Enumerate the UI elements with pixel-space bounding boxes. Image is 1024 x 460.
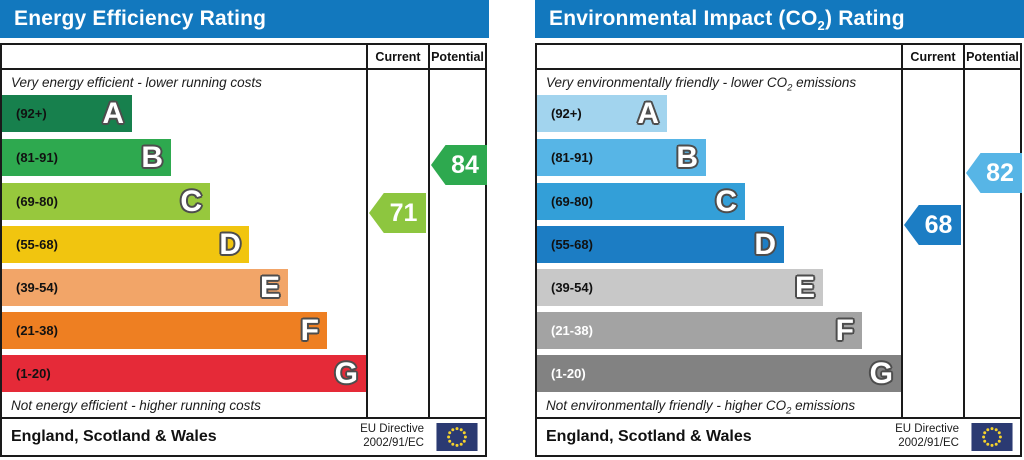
footer-row: England, Scotland & Wales EU Directive 20… — [537, 417, 1020, 455]
band-letter: G — [869, 356, 893, 390]
potential-rating-arrow: 84 — [431, 145, 487, 185]
band-range-label: (1-20) — [551, 366, 586, 381]
band-e: (39-54) E — [537, 269, 823, 306]
column-divider — [963, 45, 965, 419]
band-range-label: (92+) — [551, 106, 582, 121]
band-a: (92+) A — [2, 95, 132, 132]
chart-title: Environmental Impact (CO2) Rating — [535, 0, 1024, 38]
band-letter: A — [102, 96, 124, 130]
column-header-row — [2, 45, 485, 70]
column-header-row — [537, 45, 1020, 70]
band-f: (21-38) F — [2, 312, 327, 349]
current-rating-arrow: 68 — [904, 205, 961, 245]
eu-flag-icon — [971, 423, 1013, 451]
band-f: (21-38) F — [537, 312, 862, 349]
band-range-label: (92+) — [16, 106, 47, 121]
eu-flag-icon — [436, 423, 478, 451]
band-range-label: (55-68) — [551, 237, 593, 252]
band-range-label: (69-80) — [551, 194, 593, 209]
current-column-header: Current — [375, 49, 421, 64]
band-letter: G — [334, 356, 358, 390]
current-rating-arrow: 71 — [369, 193, 426, 233]
band-letter: C — [180, 184, 202, 218]
potential-column-header: Potential — [431, 49, 484, 64]
band-range-label: (39-54) — [16, 280, 58, 295]
environmental-impact-co2-rating-chart: Environmental Impact (CO2) Rating Curren… — [535, 0, 1024, 460]
eu-directive-label: EU Directive 2002/91/EC — [895, 423, 959, 449]
band-g: (1-20) G — [537, 355, 901, 392]
top-caption: Very environmentally friendly - lower CO… — [546, 74, 857, 94]
band-range-label: (1-20) — [16, 366, 51, 381]
eu-directive-label: EU Directive 2002/91/EC — [360, 423, 424, 449]
band-letter: E — [794, 270, 815, 304]
footer-region-label: England, Scotland & Wales — [546, 428, 752, 445]
footer-row: England, Scotland & Wales EU Directive 20… — [2, 417, 485, 455]
band-letter: D — [754, 227, 776, 261]
potential-column-header: Potential — [966, 49, 1019, 64]
rating-table: Current Potential Very environmentally f… — [535, 43, 1022, 457]
bottom-caption: Not environmentally friendly - higher CO… — [546, 397, 856, 417]
band-c: (69-80) C — [2, 183, 210, 220]
band-b: (81-91) B — [2, 139, 171, 176]
chart-title-text: Environmental Impact (CO2) Rating — [549, 7, 905, 34]
band-letter: F — [835, 313, 854, 347]
band-range-label: (21-38) — [551, 323, 593, 338]
band-letter: D — [219, 227, 241, 261]
rating-table: Current Potential Very energy efficient … — [0, 43, 487, 457]
current-column-header: Current — [910, 49, 956, 64]
band-letter: E — [259, 270, 280, 304]
band-g: (1-20) G — [2, 355, 366, 392]
column-divider — [901, 45, 903, 419]
band-d: (55-68) D — [537, 226, 784, 263]
band-range-label: (69-80) — [16, 194, 58, 209]
band-letter: C — [715, 184, 737, 218]
band-range-label: (55-68) — [16, 237, 58, 252]
column-divider — [366, 45, 368, 419]
chart-title-text: Energy Efficiency Rating — [14, 7, 267, 30]
chart-title: Energy Efficiency Rating — [0, 0, 489, 38]
band-letter: F — [300, 313, 319, 347]
band-letter: B — [676, 140, 698, 174]
footer-region-label: England, Scotland & Wales — [11, 428, 217, 445]
band-range-label: (81-91) — [551, 150, 593, 165]
band-b: (81-91) B — [537, 139, 706, 176]
band-letter: A — [637, 96, 659, 130]
band-range-label: (39-54) — [551, 280, 593, 295]
band-e: (39-54) E — [2, 269, 288, 306]
band-range-label: (21-38) — [16, 323, 58, 338]
bottom-caption: Not energy efficient - higher running co… — [11, 397, 261, 413]
band-letter: B — [141, 140, 163, 174]
band-range-label: (81-91) — [16, 150, 58, 165]
band-a: (92+) A — [537, 95, 667, 132]
band-c: (69-80) C — [537, 183, 745, 220]
band-d: (55-68) D — [2, 226, 249, 263]
column-divider — [428, 45, 430, 419]
energy-efficiency-rating-chart: Energy Efficiency Rating Current Potenti… — [0, 0, 489, 460]
top-caption: Very energy efficient - lower running co… — [11, 74, 262, 90]
potential-rating-arrow: 82 — [966, 153, 1022, 193]
